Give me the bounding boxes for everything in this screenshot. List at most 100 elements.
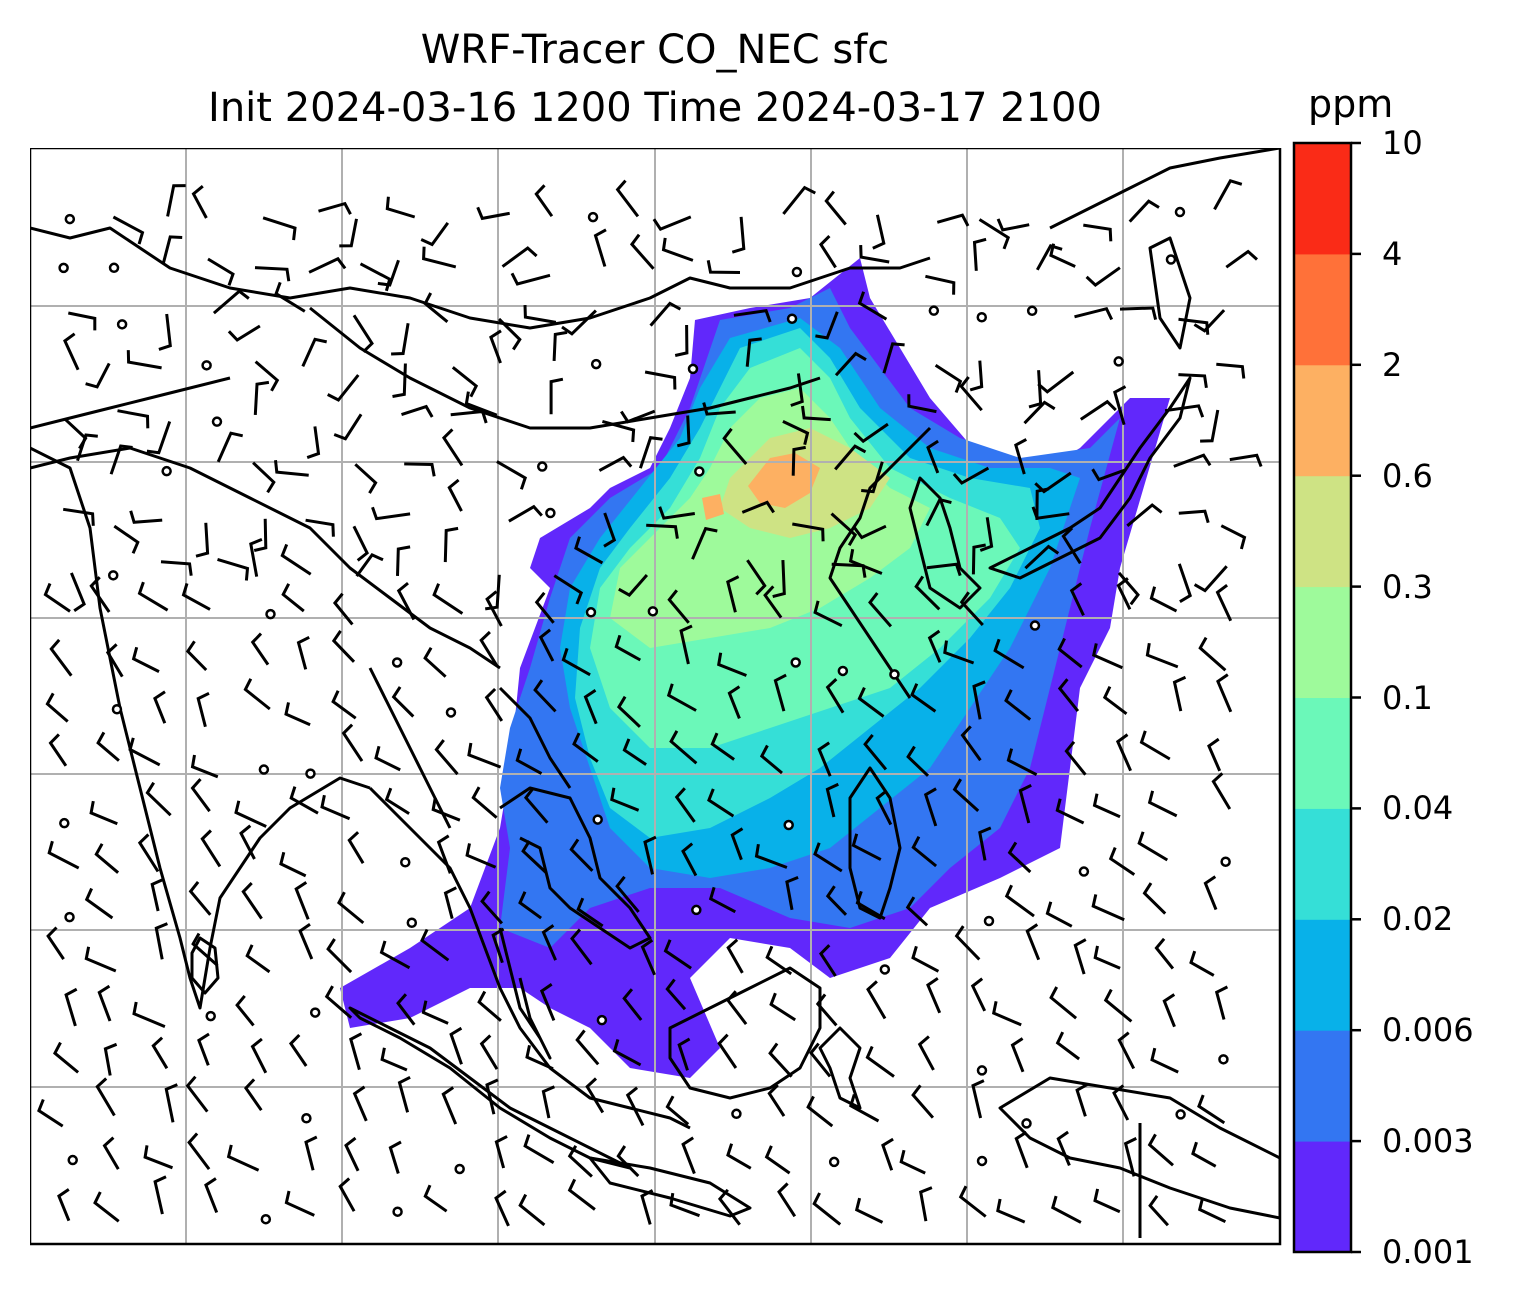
map-panel (30, 148, 1282, 1246)
wind-barb (679, 624, 693, 665)
wind-barb (746, 559, 767, 596)
wind-barb (1045, 901, 1073, 928)
wind-barb (906, 745, 930, 777)
wind-barb (441, 428, 464, 467)
wind-barb (661, 237, 694, 262)
calm-wind-circle (592, 814, 603, 825)
wind-barb (97, 984, 112, 1022)
wind-barb (730, 827, 744, 861)
wind-barb (1177, 563, 1193, 603)
wind-barb (1057, 637, 1083, 669)
wind-barb (911, 836, 938, 868)
wind-barb (553, 574, 584, 605)
wind-barb (1056, 1130, 1071, 1166)
wind-barb (359, 262, 392, 292)
wind-barb (434, 739, 459, 776)
calm-wind-circle (783, 819, 794, 831)
wind-barb (602, 419, 636, 443)
wind-barb (1216, 362, 1246, 379)
wind-barb (431, 797, 461, 822)
wind-barb (143, 1145, 174, 1170)
wind-barb (95, 1077, 116, 1117)
wind-barb (1145, 642, 1179, 669)
wind-barb (241, 882, 263, 920)
wind-barb (853, 524, 887, 540)
wind-barb (681, 1136, 696, 1175)
coastline-russia-far-east (1049, 148, 1280, 230)
wind-barb (63, 332, 80, 371)
colorbar-block (1294, 143, 1351, 255)
calm-wind-circle (309, 1007, 321, 1018)
wind-barb (769, 992, 797, 1022)
wind-barb (919, 1186, 933, 1222)
wind-barb (234, 800, 267, 828)
wind-barb (1116, 577, 1132, 610)
wind-barb (1147, 790, 1178, 818)
wind-barb (1055, 798, 1085, 825)
wind-barb (45, 692, 69, 723)
wind-barb (385, 196, 416, 219)
coastline-korea (908, 476, 982, 610)
wind-barb (89, 800, 118, 826)
wind-barb (643, 835, 657, 875)
wind-barb (1061, 526, 1082, 565)
wind-barb (1069, 582, 1085, 617)
wind-barb (534, 184, 554, 218)
wind-barb (658, 506, 696, 520)
wind-barb (620, 409, 656, 424)
wind-barb (763, 585, 783, 619)
wind-barb (200, 829, 222, 868)
wind-barb (1049, 986, 1078, 1020)
calm-wind-circle (976, 312, 988, 323)
wind-barb (126, 350, 162, 370)
wind-barb (47, 840, 80, 870)
wind-barb (792, 522, 825, 542)
wind-barb (541, 1085, 555, 1119)
wind-barb (616, 1145, 640, 1178)
wind-barb (1150, 1047, 1179, 1074)
calm-wind-circle (58, 262, 69, 274)
wind-barb (970, 977, 987, 1012)
wind-barb (432, 583, 464, 615)
wind-barb (1164, 404, 1205, 418)
wind-barb (824, 190, 847, 226)
colorbar-tick-label: 0.1 (1382, 678, 1433, 717)
wind-barb (971, 1079, 985, 1119)
wind-barb (1010, 1037, 1025, 1073)
wind-barb (923, 787, 938, 827)
wind-barb (76, 433, 98, 462)
wind-barb (131, 646, 160, 673)
wind-barb (959, 376, 983, 412)
wind-barb (1031, 506, 1070, 520)
calm-wind-circle (536, 461, 548, 472)
wind-barb (872, 214, 886, 250)
wind-barb (865, 1045, 895, 1078)
wind-barb (666, 683, 697, 712)
coastline-china-east (828, 426, 932, 699)
wind-barb (355, 553, 384, 577)
wind-barb (235, 994, 255, 1027)
wind-barb (561, 309, 597, 336)
wind-barb (773, 673, 787, 712)
wind-barb (423, 647, 447, 678)
wind-barb (496, 460, 528, 490)
wind-barb (404, 462, 436, 477)
wind-barb (1103, 988, 1133, 1023)
coastline-malay-peninsula (498, 927, 552, 1060)
wind-barb (857, 291, 888, 321)
coastline-bay-bengal-east (368, 786, 691, 1130)
wind-barb (859, 245, 890, 264)
wind-barb (421, 1000, 449, 1025)
coastline-sulawesi (818, 1026, 862, 1110)
calm-wind-circle (545, 507, 556, 519)
wind-barb (861, 461, 884, 494)
wind-barb (585, 1077, 605, 1114)
wind-barb (318, 201, 352, 215)
wind-barb (451, 366, 479, 398)
wind-barb (396, 581, 416, 621)
wind-barb (972, 680, 986, 720)
wind-barb (1034, 471, 1072, 494)
wind-barb (1083, 223, 1113, 242)
wind-barb (665, 1095, 690, 1126)
wind-barb (1200, 409, 1220, 443)
